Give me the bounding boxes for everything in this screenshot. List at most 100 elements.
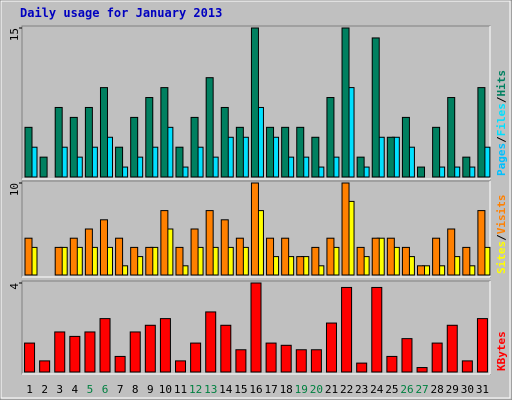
bar	[311, 136, 320, 178]
legend-entry: Visits	[495, 195, 508, 235]
x-tick-label: 9	[147, 383, 154, 396]
bar	[190, 342, 202, 373]
bar	[356, 246, 365, 276]
x-tick-label: 31	[476, 383, 489, 396]
bar	[371, 237, 380, 276]
legend-separator: /	[495, 96, 508, 103]
bar	[416, 367, 428, 373]
x-tick-label: 14	[219, 383, 233, 396]
bar	[265, 342, 277, 373]
legend-entry: Hits	[495, 70, 508, 97]
x-tick-label: 17	[264, 383, 277, 396]
bar	[69, 335, 81, 373]
x-tick-label: 30	[461, 383, 474, 396]
bar	[130, 246, 139, 276]
bar	[417, 265, 426, 276]
bar	[371, 37, 380, 178]
x-tick-label: 18	[280, 383, 293, 396]
x-tick-label: 22	[340, 383, 353, 396]
bar	[341, 182, 350, 276]
bar	[99, 318, 111, 373]
bar	[54, 246, 63, 276]
x-tick-label: 29	[446, 383, 459, 396]
bar	[54, 106, 63, 178]
x-tick-label: 3	[56, 383, 63, 396]
legend-entry: KBytes	[495, 331, 508, 371]
bar	[69, 116, 78, 178]
chart-title: Daily usage for January 2013	[20, 6, 222, 20]
bar	[326, 237, 335, 276]
x-tick-label: 12	[189, 383, 202, 396]
x-tick-label: 16	[249, 383, 262, 396]
x-tick-label: 19	[295, 383, 308, 396]
bar	[175, 360, 187, 373]
bar	[54, 331, 66, 373]
bar	[386, 355, 398, 373]
bar	[310, 349, 322, 373]
legend-entry: Pages	[495, 143, 508, 176]
bar	[145, 97, 154, 178]
bar	[296, 256, 305, 276]
x-tick-label: 26	[400, 383, 413, 396]
x-tick-label: 13	[204, 383, 217, 396]
bar	[175, 246, 184, 276]
bar	[266, 126, 275, 178]
bar	[24, 126, 33, 178]
bar	[24, 237, 33, 276]
bar	[326, 97, 335, 178]
legend-separator: /	[495, 136, 508, 143]
legend-separator: /	[495, 234, 508, 241]
bar	[401, 116, 410, 178]
bar	[341, 27, 350, 178]
bar	[432, 237, 441, 276]
bar	[205, 311, 217, 373]
bar	[24, 342, 36, 373]
bar	[235, 126, 244, 178]
x-tick-label: 5	[87, 383, 94, 396]
bar	[190, 228, 199, 276]
bar	[250, 182, 259, 276]
x-tick-label: 11	[174, 383, 187, 396]
x-tick-label: 20	[310, 383, 323, 396]
bar	[325, 322, 337, 373]
x-tick-label: 24	[370, 383, 384, 396]
bar	[356, 362, 368, 373]
bar	[235, 349, 247, 373]
bar	[461, 360, 473, 373]
bar	[160, 87, 169, 178]
bar	[190, 116, 199, 178]
x-tick-label: 8	[132, 383, 139, 396]
x-tick-label: 27	[415, 383, 428, 396]
bar	[462, 156, 471, 178]
x-tick-label: 15	[234, 383, 247, 396]
bar	[144, 324, 156, 373]
bar	[235, 237, 244, 276]
bar	[462, 246, 471, 276]
bar	[159, 318, 171, 373]
bar	[220, 106, 229, 178]
bar	[39, 156, 48, 178]
bar	[114, 355, 126, 373]
x-tick-label: 4	[72, 383, 79, 396]
x-tick-label: 1	[26, 383, 33, 396]
bar	[401, 338, 413, 373]
bar	[99, 219, 108, 276]
bar	[84, 228, 93, 276]
bar	[341, 286, 353, 373]
bar	[145, 246, 154, 276]
bar	[281, 237, 290, 276]
bar	[477, 210, 486, 276]
bar	[417, 166, 426, 178]
bar	[281, 126, 290, 178]
x-tick-label: 7	[117, 383, 124, 396]
x-tick-label: 28	[431, 383, 444, 396]
bar	[130, 116, 139, 178]
legend-entry: Files	[495, 103, 508, 136]
x-tick-label: 25	[385, 383, 398, 396]
bar	[205, 77, 214, 178]
bar	[476, 318, 488, 373]
bar	[296, 126, 305, 178]
bar	[311, 246, 320, 276]
